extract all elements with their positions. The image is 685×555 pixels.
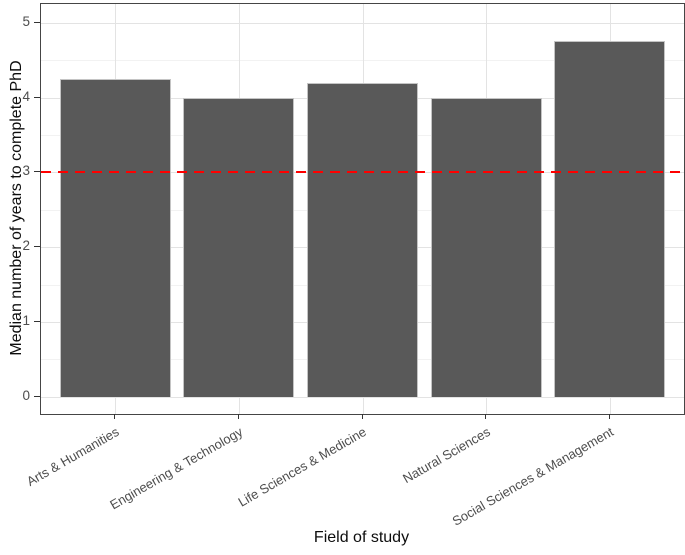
x-tick-mark [237, 414, 239, 419]
x-tick-mark [608, 414, 610, 419]
plot-panel [40, 3, 685, 415]
x-category-label: Arts & Humanities [24, 424, 122, 490]
y-tick-label: 4 [22, 88, 30, 104]
y-tick-label: 3 [22, 163, 30, 179]
x-axis-title: Field of study [313, 529, 410, 546]
x-category-label: Life Sciences & Medicine [235, 424, 369, 510]
bar [430, 97, 542, 397]
y-tick-label: 2 [22, 238, 30, 254]
bar [183, 97, 295, 397]
bar [554, 41, 666, 397]
x-category-label: Engineering & Technology [107, 424, 246, 513]
x-tick-mark [114, 414, 116, 419]
y-tick-mark [34, 96, 40, 98]
y-tick-label: 0 [22, 387, 30, 403]
y-tick-mark [34, 320, 40, 322]
y-axis-title: Median number of years to complete PhD [8, 60, 25, 356]
x-tick-mark [361, 414, 363, 419]
y-tick-mark [34, 246, 40, 248]
bar [59, 78, 171, 397]
y-tick-mark [34, 21, 40, 23]
reference-line [41, 171, 684, 174]
x-category-label: Natural Sciences [400, 424, 493, 487]
y-tick-label: 1 [22, 312, 30, 328]
y-tick-label: 5 [22, 13, 30, 29]
x-tick-mark [485, 414, 487, 419]
bar [306, 82, 419, 397]
y-tick-mark [34, 395, 40, 397]
y-tick-mark [34, 171, 40, 173]
